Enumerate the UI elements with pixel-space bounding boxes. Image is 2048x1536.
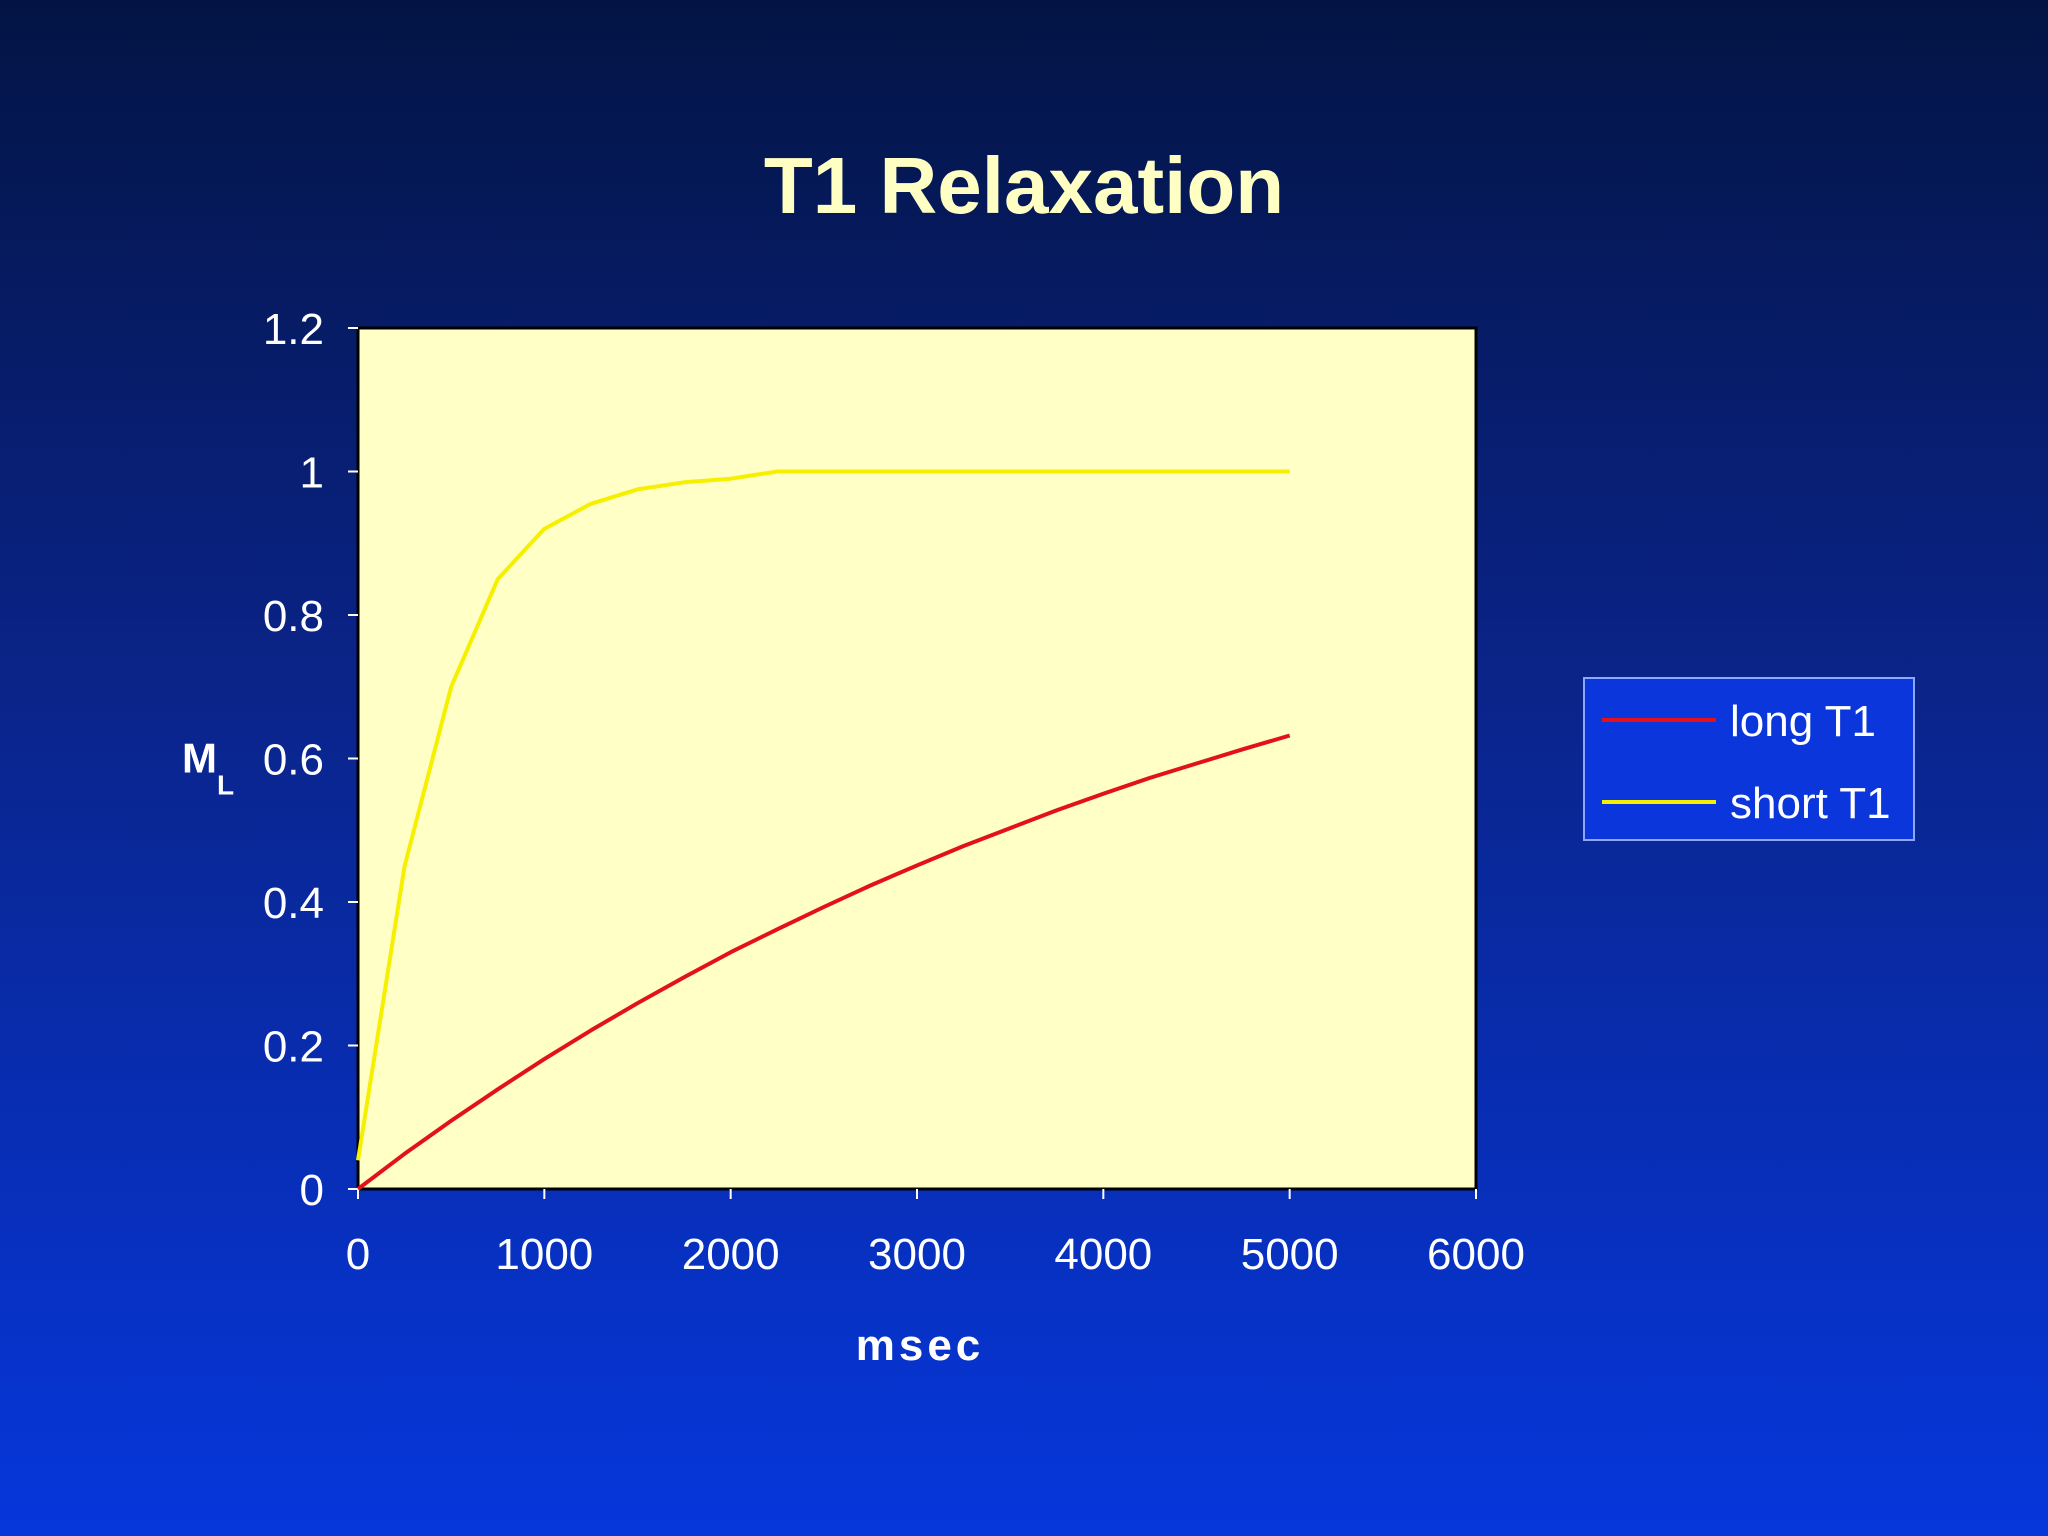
x-tick-label: 4000	[1054, 1230, 1152, 1279]
series-line-short-t1	[356, 469, 1290, 1161]
x-tick-label: 3000	[868, 1230, 966, 1279]
y-tick-label: 0.6	[263, 736, 324, 785]
y-axis-title: ML	[182, 735, 234, 801]
y-tick-label: 0	[300, 1166, 324, 1215]
y-tick-label: 0.2	[263, 1023, 324, 1072]
legend-box	[1583, 677, 1915, 841]
y-tick-label: 0.4	[263, 879, 324, 928]
series-lines	[356, 469, 1291, 1191]
x-tick-label: 6000	[1427, 1230, 1525, 1279]
axis-tick-labels: 0 1000 2000 3000 4000 5000 6000 0 0.2 0.4 0.6 0.8 1 1…	[263, 305, 1525, 1279]
y-axis-title-main: M	[182, 735, 217, 782]
y-tick-label: 1.2	[263, 305, 324, 354]
legend-label: long T1	[1730, 697, 1876, 746]
x-tick-label: 2000	[682, 1230, 780, 1279]
axis-ticks	[348, 327, 1477, 1199]
series-line-long-t1	[356, 733, 1291, 1191]
legend: long T1 short T1	[1583, 677, 1915, 841]
slide-title: T1 Relaxation	[763, 141, 1285, 230]
x-tick-label: 1000	[495, 1230, 593, 1279]
x-axis-title: msec	[856, 1321, 985, 1370]
x-tick-label: 5000	[1241, 1230, 1339, 1279]
y-tick-label: 1	[300, 449, 324, 498]
y-tick-label: 0.8	[263, 592, 324, 641]
plot-area	[356, 326, 1478, 1191]
legend-label: short T1	[1730, 779, 1891, 828]
x-tick-label: 0	[346, 1230, 370, 1279]
y-axis-title-subscript: L	[217, 770, 234, 801]
